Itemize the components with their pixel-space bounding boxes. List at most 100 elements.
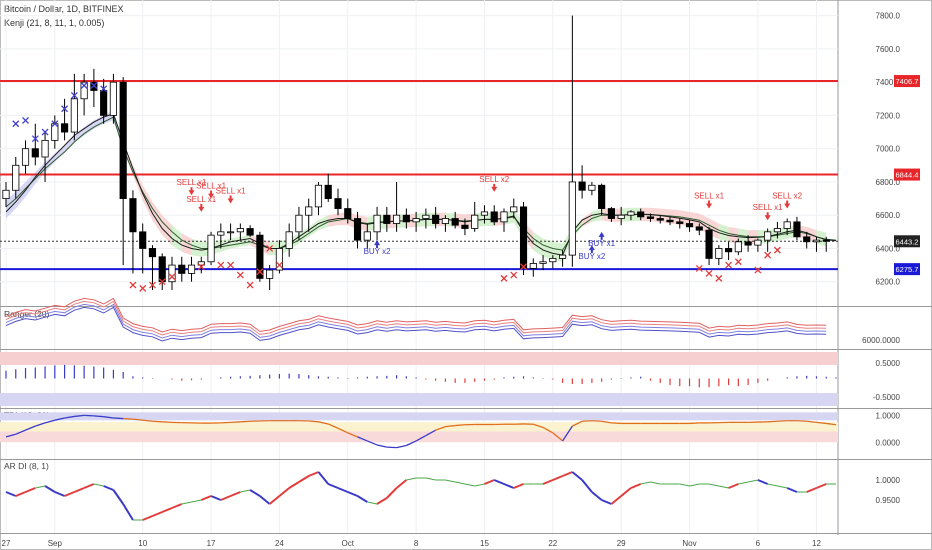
ardi-segment — [220, 495, 231, 501]
ardi-segment — [181, 501, 192, 505]
candle-down — [334, 198, 342, 209]
ardi-segment — [64, 491, 75, 497]
candle-up — [373, 214, 381, 233]
sell-arrow-icon — [764, 212, 771, 221]
candle-down — [158, 256, 166, 283]
ardi-segment — [581, 479, 593, 493]
ranger-band-line — [5, 300, 827, 336]
bearish-x-marker — [510, 271, 518, 279]
candle-down — [519, 206, 528, 269]
kenji-band-segment — [230, 236, 241, 249]
sell-arrow-icon — [208, 190, 215, 199]
bearish-x-marker — [236, 271, 244, 279]
x-mark-stroke — [500, 274, 508, 282]
x-tick-label: Sep — [48, 539, 63, 548]
bullish-x-marker — [70, 92, 78, 99]
y-tick-label: 6400.0 — [876, 244, 901, 253]
candle-up — [441, 218, 449, 224]
sell-signal-label: SELL x1 — [186, 195, 216, 204]
x-mark-stroke — [12, 120, 20, 128]
candle-up — [187, 264, 196, 274]
candle-down — [324, 184, 332, 199]
tdi-upper-zone — [0, 412, 838, 421]
kenji-band-segment — [152, 201, 163, 236]
candle-down — [695, 226, 703, 231]
sell-arrow-icon — [198, 203, 205, 212]
tdi-segment — [84, 414, 94, 417]
ardi-segment — [718, 485, 729, 489]
buy-arrow-icon — [598, 231, 605, 240]
bullish-x-marker — [22, 116, 29, 124]
y-tick-label: 7800.0 — [876, 12, 901, 21]
candle-up — [168, 264, 176, 283]
candle-up — [500, 211, 508, 223]
candle-up — [812, 239, 821, 243]
ardi-segment — [445, 479, 456, 483]
candle-down — [637, 211, 645, 218]
candle-down — [656, 218, 664, 221]
ardi-segment — [689, 483, 700, 487]
ardi-segment — [35, 485, 46, 489]
ardi-segment — [122, 503, 134, 521]
ardi-segment — [357, 495, 368, 503]
ardi-segment — [210, 495, 222, 501]
ardi-segment — [278, 487, 290, 497]
ardi-segment — [591, 491, 603, 501]
tdi-segment — [308, 420, 319, 423]
x-tick-label: 10 — [138, 539, 147, 548]
candle-up — [21, 148, 30, 166]
x-tick-label: 29 — [617, 539, 626, 548]
sell-arrow-icon — [491, 183, 498, 192]
candle-down — [578, 181, 586, 191]
candle-up — [471, 214, 479, 229]
tdi-segment — [689, 422, 700, 425]
x-tick-label: Oct — [342, 539, 355, 548]
tdi-segment — [552, 432, 564, 442]
ardi-segment — [786, 487, 798, 493]
price-label-text: 6275.7 — [896, 265, 919, 274]
tdi-segment — [327, 423, 339, 429]
x-mark-stroke — [158, 278, 166, 286]
ardi-segment — [230, 491, 241, 497]
ardi-segment — [630, 483, 642, 489]
candle-down — [129, 198, 137, 233]
bullish-x-marker — [80, 82, 88, 89]
tdi-segment — [796, 420, 807, 422]
x-mark-stroke — [217, 261, 225, 269]
msi-upper-zone — [0, 352, 838, 365]
candle-up — [754, 239, 762, 246]
ardi-segment — [425, 477, 436, 481]
y-tick-label: 6600.0 — [876, 211, 901, 220]
x-mark-stroke — [31, 135, 39, 143]
ardi-segment — [738, 481, 749, 485]
x-mark-stroke — [51, 120, 59, 128]
bearish-x-marker — [129, 281, 137, 289]
candle-down — [246, 228, 254, 236]
ardi-segment — [708, 483, 719, 487]
candle-up — [393, 214, 401, 224]
sell-arrow-icon — [188, 187, 195, 196]
ardi-segment — [103, 485, 114, 491]
buy-signal-label: BUY x1 — [588, 239, 616, 248]
ardi-segment — [767, 483, 778, 487]
x-mark-stroke — [754, 266, 762, 274]
candle-down — [685, 223, 694, 228]
candle-up — [285, 231, 293, 249]
x-mark-stroke — [266, 244, 274, 252]
ardi-segment — [503, 483, 515, 489]
ardi-segment — [327, 483, 339, 489]
candle-up — [764, 231, 772, 241]
sell-signal-label: SELL x1 — [753, 203, 783, 212]
ardi-segment — [406, 477, 417, 481]
candle-up — [41, 139, 49, 158]
bearish-x-marker — [139, 284, 147, 292]
candle-up — [773, 228, 781, 233]
candle-up — [314, 184, 323, 208]
tdi-segment — [25, 425, 36, 431]
bearish-x-marker — [168, 273, 176, 281]
ardi-segment — [571, 471, 583, 481]
tdi-segment — [386, 446, 397, 449]
sell-signal-label: SELL x2 — [479, 175, 509, 184]
panel-tick-label: 0.0000 — [876, 438, 901, 447]
